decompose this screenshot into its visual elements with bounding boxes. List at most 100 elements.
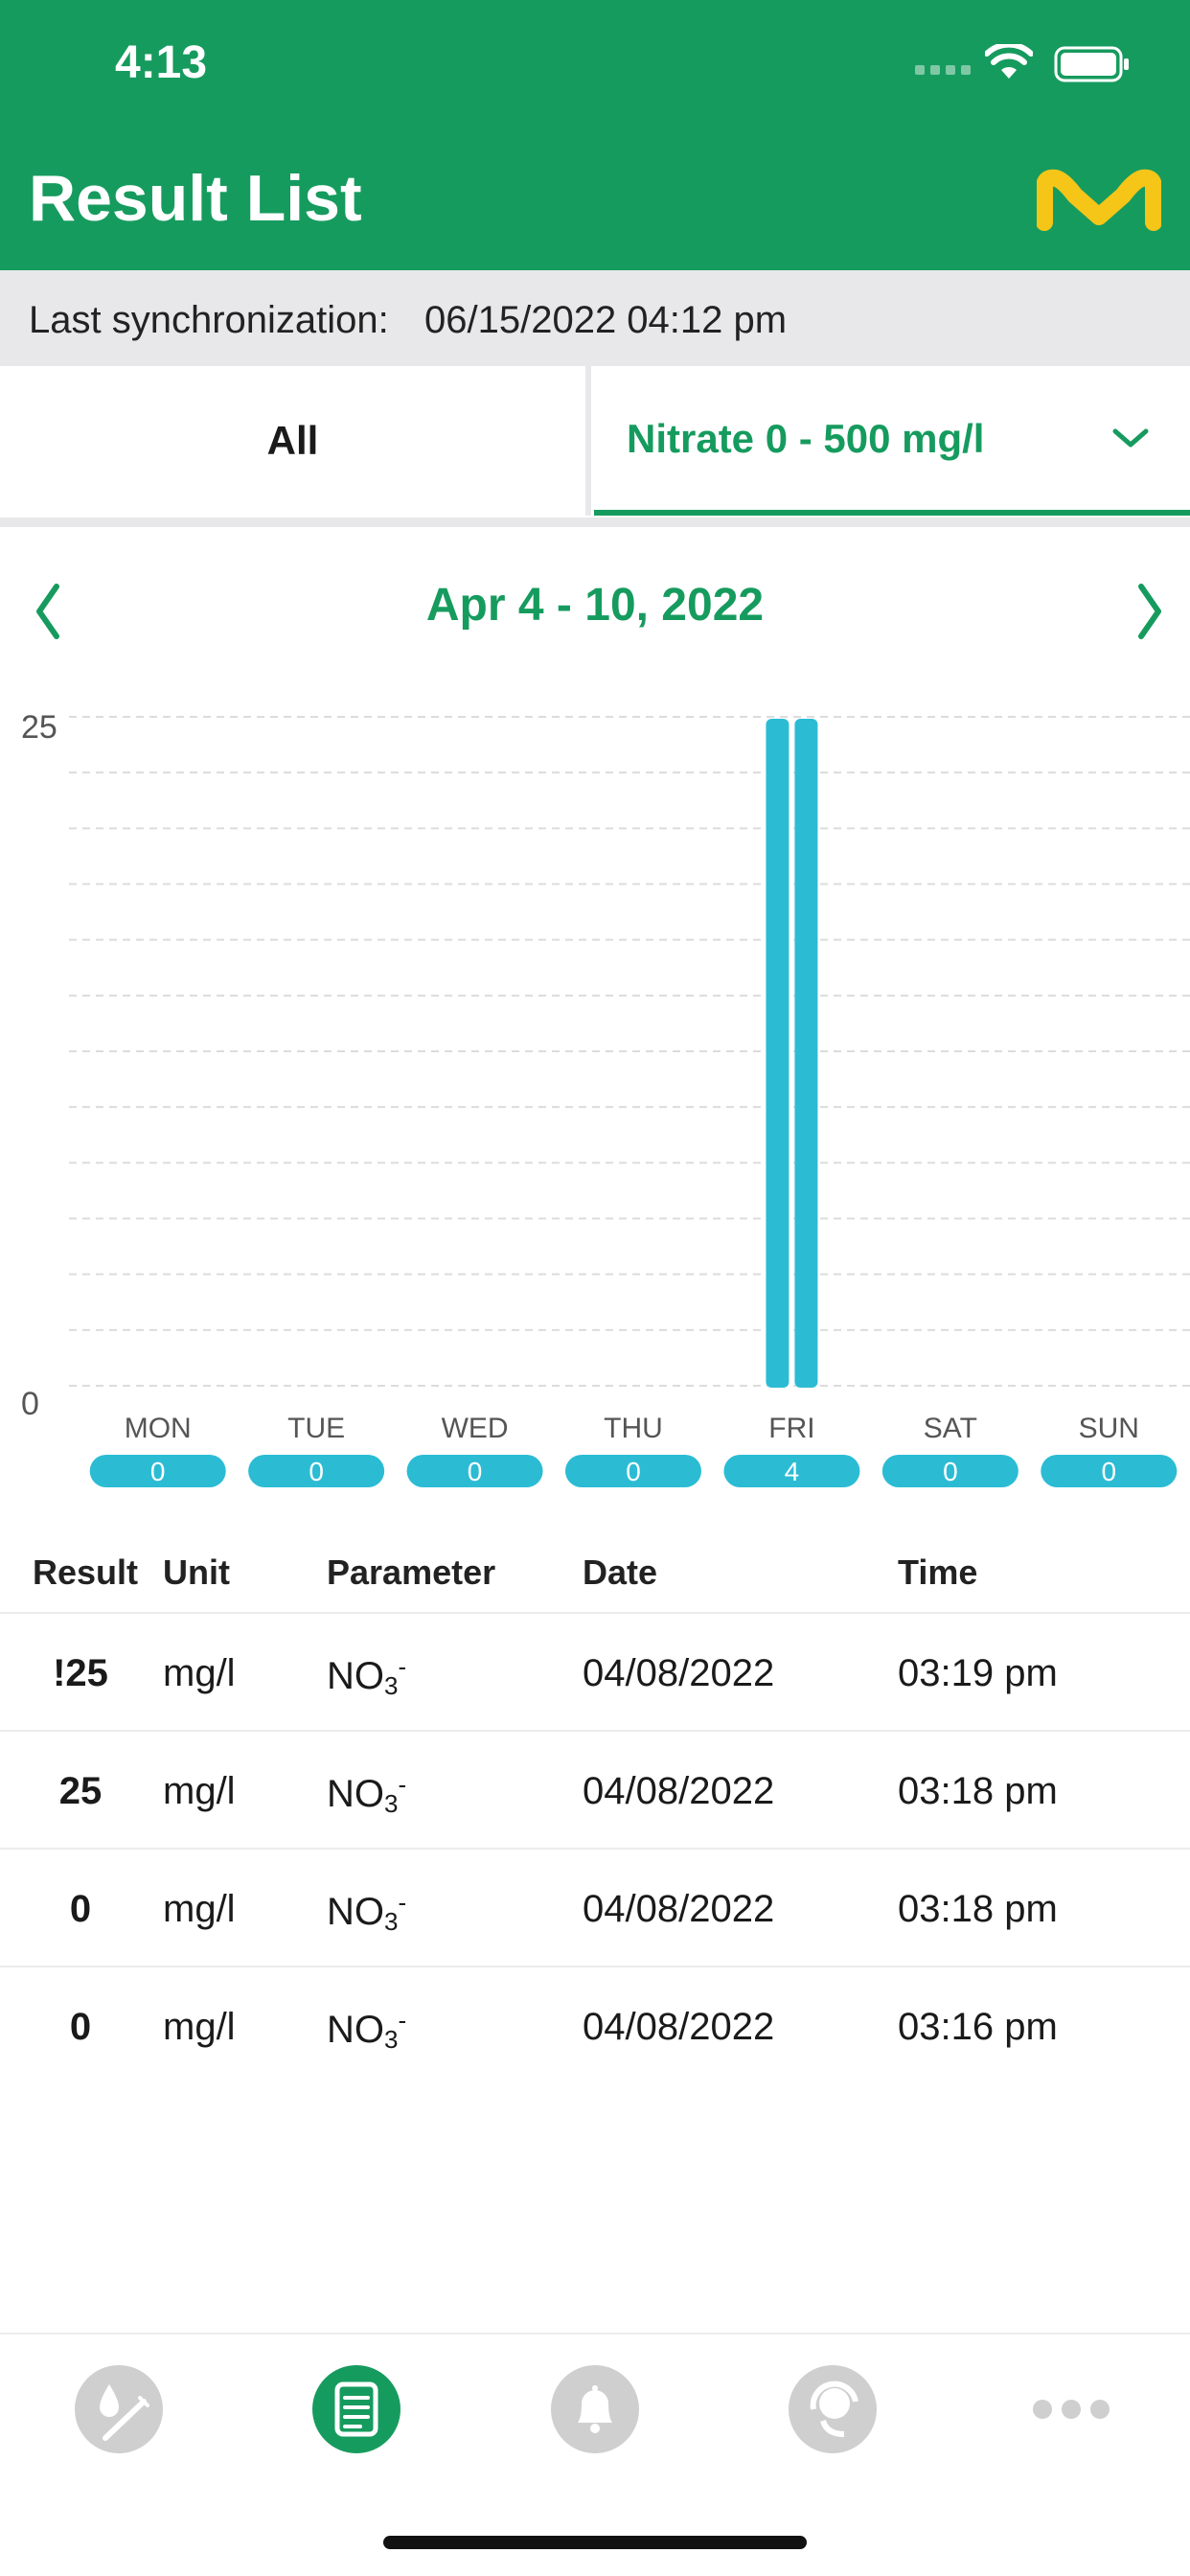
chevron-down-icon (1112, 428, 1149, 448)
day-label: MON (125, 1413, 192, 1444)
sync-bar: Last synchronization: 06/15/2022 04:12 p… (0, 270, 1190, 366)
page-title: Result List (29, 162, 362, 235)
chart-bar (794, 719, 818, 1388)
merck-m-logo (1037, 169, 1161, 231)
more-dots-icon (1033, 2400, 1110, 2419)
day-label: FRI (768, 1413, 814, 1444)
header-unit: Unit (163, 1552, 230, 1592)
table-row[interactable]: 0 mg/l NO3- 04/08/2022 03:16 pm (0, 1967, 1190, 2085)
day-label: THU (604, 1413, 663, 1444)
date-value: 04/08/2022 (583, 1888, 775, 1930)
time-value: 03:18 pm (898, 1888, 1058, 1930)
count-pill (881, 1455, 1018, 1487)
time-value: 03:19 pm (898, 1652, 1058, 1694)
support-headset-icon (789, 2365, 877, 2453)
tab-result-list[interactable] (310, 2363, 402, 2455)
header-date: Date (583, 1552, 658, 1592)
parameter-formula: NO (327, 1891, 384, 1933)
count-label: 0 (150, 1457, 166, 1486)
bar-chart: 25 0 MON 0 TUE 0 WED 0 THU 0 FRI 4 SAT 0 SUN 0 (21, 709, 1190, 1487)
header-result: Result (33, 1552, 139, 1592)
date-value: 04/08/2022 (583, 2006, 775, 2048)
tab-all[interactable]: All (0, 366, 591, 516)
results-table: Result Unit Parameter Date Time !25 mg/l N… (0, 1533, 1190, 2085)
parameter-formula: NO (327, 1773, 384, 1815)
tab-notifications[interactable] (549, 2363, 641, 2455)
result-list-icon (312, 2365, 400, 2453)
date-value: 04/08/2022 (583, 1652, 775, 1694)
notification-bell-icon (551, 2365, 639, 2453)
app-header: Result List (0, 134, 1190, 270)
table-row[interactable]: !25 mg/l NO3- 04/08/2022 03:19 pm (0, 1614, 1190, 1732)
table-row[interactable]: 25 mg/l NO3- 04/08/2022 03:18 pm (0, 1732, 1190, 1850)
parameter-subscript: 3 (384, 1907, 399, 1936)
date-value: 04/08/2022 (583, 1770, 775, 1812)
tab-parameter-select[interactable]: Nitrate 0 - 500 mg/l (594, 366, 1190, 516)
parameter-value: NO3- (327, 1652, 406, 1701)
day-label: WED (442, 1413, 509, 1444)
unit-value: mg/l (163, 1652, 236, 1694)
parameter-superscript: - (398, 1888, 407, 1917)
count-pill (248, 1455, 385, 1487)
y-axis-label-max: 25 (21, 709, 57, 746)
tab-more[interactable] (1025, 2363, 1117, 2455)
status-time: 4:13 (115, 37, 208, 88)
tab-parameter-label: Nitrate 0 - 500 mg/l (627, 416, 985, 461)
result-value: 0 (69, 1888, 92, 1930)
home-indicator (383, 2536, 807, 2549)
result-value: 25 (58, 1770, 103, 1812)
parameter-value: NO3- (327, 1770, 406, 1819)
tab-water-test[interactable] (73, 2363, 165, 2455)
count-pill (406, 1455, 543, 1487)
header-parameter: Parameter (327, 1552, 496, 1592)
chevron-left-icon (36, 584, 59, 639)
parameter-subscript: 3 (384, 1789, 399, 1818)
time-value: 03:18 pm (898, 1770, 1058, 1812)
parameter-superscript: - (398, 2006, 407, 2035)
chevron-right-icon (1138, 584, 1161, 639)
result-value: !25 (53, 1652, 108, 1694)
count-label: 0 (468, 1457, 483, 1486)
sync-label: Last synchronization: (29, 299, 389, 341)
time-value: 03:16 pm (898, 2006, 1058, 2048)
count-label: 0 (943, 1457, 958, 1486)
parameter-subscript: 3 (384, 1671, 399, 1700)
tab-active-underline (594, 510, 1190, 516)
count-pill (89, 1455, 226, 1487)
parameter-value: NO3- (327, 1888, 406, 1937)
result-value: 0 (69, 2006, 92, 2048)
prev-week-button[interactable] (19, 573, 77, 650)
filter-tabs: All Nitrate 0 - 500 mg/l (0, 366, 1190, 521)
tab-support[interactable] (787, 2363, 879, 2455)
y-axis-label-min: 0 (21, 1386, 39, 1422)
header-time: Time (898, 1552, 978, 1592)
week-navigation: Apr 4 - 10, 2022 (0, 556, 1190, 661)
bottom-tab-bar (0, 2333, 1190, 2576)
count-pill (1041, 1455, 1178, 1487)
next-week-button[interactable] (1121, 573, 1179, 650)
day-label: TUE (287, 1413, 345, 1444)
count-label: 0 (626, 1457, 641, 1486)
sync-value: 06/15/2022 04:12 pm (424, 299, 788, 341)
parameter-superscript: - (398, 1770, 407, 1799)
wifi-icon (985, 44, 1033, 79)
status-bar: 4:13 (0, 0, 1190, 134)
unit-value: mg/l (163, 2006, 236, 2048)
count-pill (565, 1455, 701, 1487)
count-label: 0 (309, 1457, 324, 1486)
count-label: 4 (785, 1457, 800, 1486)
count-pill (723, 1455, 860, 1487)
day-label: SAT (924, 1413, 977, 1444)
results-chart: 25 0 MON 0 TUE 0 WED 0 THU 0 FRI 4 SAT 0 SUN 0 (0, 671, 1190, 1514)
unit-value: mg/l (163, 1770, 236, 1812)
table-header: Result Unit Parameter Date Time (0, 1533, 1190, 1614)
parameter-subscript: 3 (384, 2025, 399, 2054)
parameter-formula: NO (327, 1655, 384, 1697)
day-label: SUN (1079, 1413, 1139, 1444)
parameter-superscript: - (398, 1652, 407, 1681)
divider (0, 518, 1190, 527)
table-row[interactable]: 0 mg/l NO3- 04/08/2022 03:18 pm (0, 1850, 1190, 1967)
parameter-formula: NO (327, 2009, 384, 2051)
battery-icon (1054, 46, 1129, 82)
water-test-icon (75, 2365, 163, 2453)
